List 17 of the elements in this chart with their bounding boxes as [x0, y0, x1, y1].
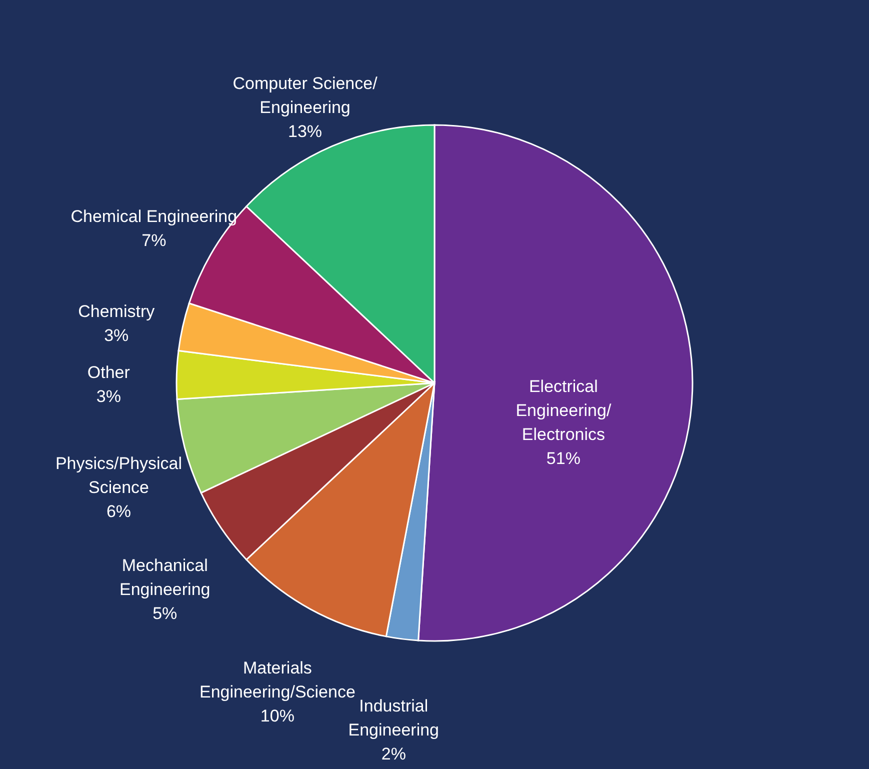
slice-label: Mechanical Engineering [119, 556, 210, 600]
slice-label: Chemistry [78, 302, 156, 321]
slice-label: Computer Science/Engineering [232, 74, 378, 117]
slice-label: Electrical Engineering/Electronics [516, 377, 612, 444]
data-label: 51% [546, 449, 580, 468]
data-label: 10% [260, 706, 294, 726]
data-label: 13% [288, 122, 322, 141]
slice-label: Physics/Physical Science [55, 454, 182, 498]
data-label: 5% [152, 604, 178, 624]
data-label: 2% [381, 744, 406, 764]
slice-label: Chemical Engineering [70, 207, 238, 226]
data-label: 3% [104, 326, 129, 345]
slice-label: Materials Engineering/Science [199, 658, 356, 702]
data-label: 3% [96, 386, 121, 406]
slice-label: Other [87, 362, 130, 382]
data-label: 7% [142, 231, 166, 250]
data-label: 6% [106, 502, 132, 522]
